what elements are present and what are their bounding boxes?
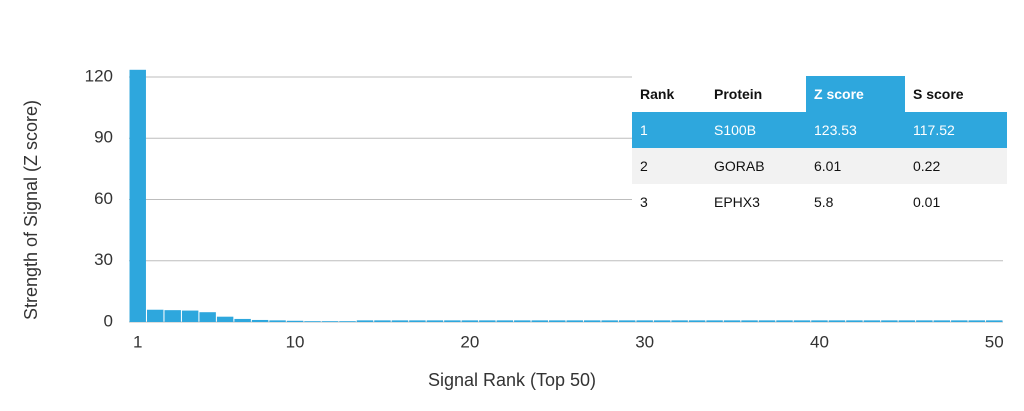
bar — [951, 320, 968, 322]
bar — [828, 320, 846, 322]
bar — [531, 320, 548, 322]
bar — [653, 320, 671, 322]
bar — [339, 321, 356, 322]
bar — [479, 320, 496, 322]
table-header: Rank Protein Z score S score — [632, 76, 1007, 112]
bar — [251, 319, 269, 322]
bar — [916, 320, 933, 322]
bar — [409, 320, 426, 322]
bar — [461, 320, 479, 322]
bar — [566, 320, 583, 322]
bar — [216, 316, 234, 322]
table-row: 3 EPHX3 5.8 0.01 — [632, 184, 1007, 220]
y-axis-label: Strength of Signal (Z score) — [21, 100, 41, 320]
bar — [164, 310, 181, 322]
column-header: S score — [913, 86, 964, 102]
table-cell: 5.8 — [814, 194, 834, 210]
y-tick-label: 30 — [94, 250, 113, 269]
bar — [286, 320, 304, 322]
table-cell: EPHX3 — [714, 194, 760, 210]
table-cell: 1 — [640, 122, 648, 138]
table-cell: 117.52 — [913, 122, 955, 138]
table-cell: 2 — [640, 158, 648, 174]
bar — [514, 320, 531, 322]
x-tick-label: 30 — [635, 332, 654, 351]
table-cell: S100B — [714, 122, 757, 138]
bar — [199, 312, 216, 322]
y-tick-label: 90 — [94, 128, 113, 147]
bar — [863, 320, 881, 322]
x-axis-label: Signal Rank (Top 50) — [428, 370, 596, 390]
table-cell: 0.22 — [913, 158, 941, 174]
bar — [321, 321, 339, 322]
bar — [811, 320, 828, 322]
bar — [688, 320, 706, 322]
table-cell: GORAB — [714, 158, 765, 174]
bar — [496, 320, 514, 322]
bar — [356, 320, 374, 322]
bar — [426, 320, 444, 322]
bar — [741, 320, 758, 322]
bar — [723, 320, 741, 322]
table-cell: 0.01 — [913, 194, 941, 210]
column-header: Protein — [714, 86, 763, 102]
bar — [776, 320, 793, 322]
bar — [584, 320, 601, 322]
bar — [601, 320, 618, 322]
table-row: 2 GORAB 6.01 0.22 — [632, 148, 1007, 184]
table-cell: 123.53 — [814, 122, 857, 138]
bar — [304, 321, 321, 322]
bar — [129, 69, 146, 323]
bar — [234, 318, 251, 322]
y-tick-label: 120 — [85, 66, 113, 85]
bar — [706, 320, 723, 322]
bar — [269, 320, 286, 322]
bar — [444, 320, 461, 322]
y-tick-label: 60 — [94, 189, 113, 208]
table-cell: 3 — [640, 194, 648, 210]
bar — [181, 310, 199, 322]
bar — [549, 320, 566, 322]
table-cell: 6.01 — [814, 158, 842, 174]
x-tick-label: 20 — [460, 332, 479, 351]
x-tick-label: 1 — [133, 332, 142, 351]
column-header: Rank — [640, 86, 675, 102]
y-tick-label: 0 — [104, 311, 113, 330]
bar — [758, 320, 776, 322]
bar — [391, 320, 409, 322]
bar — [933, 320, 951, 322]
bar — [881, 320, 898, 322]
bar — [618, 320, 636, 322]
x-tick-label: 40 — [810, 332, 829, 351]
column-header: Z score — [806, 76, 905, 112]
bar — [636, 320, 653, 322]
bar — [968, 320, 985, 322]
bar — [898, 320, 916, 322]
bar — [671, 320, 688, 322]
table-row: 1 S100B 123.53 117.52 — [632, 112, 1007, 148]
table: Rank Protein Z score S score 1 S100B 123.53 117… — [632, 76, 1007, 220]
bar — [374, 320, 391, 322]
bar — [147, 309, 164, 322]
bar — [846, 320, 863, 322]
bar — [793, 320, 811, 322]
bar — [986, 320, 1003, 322]
x-tick-label: 10 — [286, 332, 305, 351]
x-tick-label: 50 — [985, 332, 1004, 351]
